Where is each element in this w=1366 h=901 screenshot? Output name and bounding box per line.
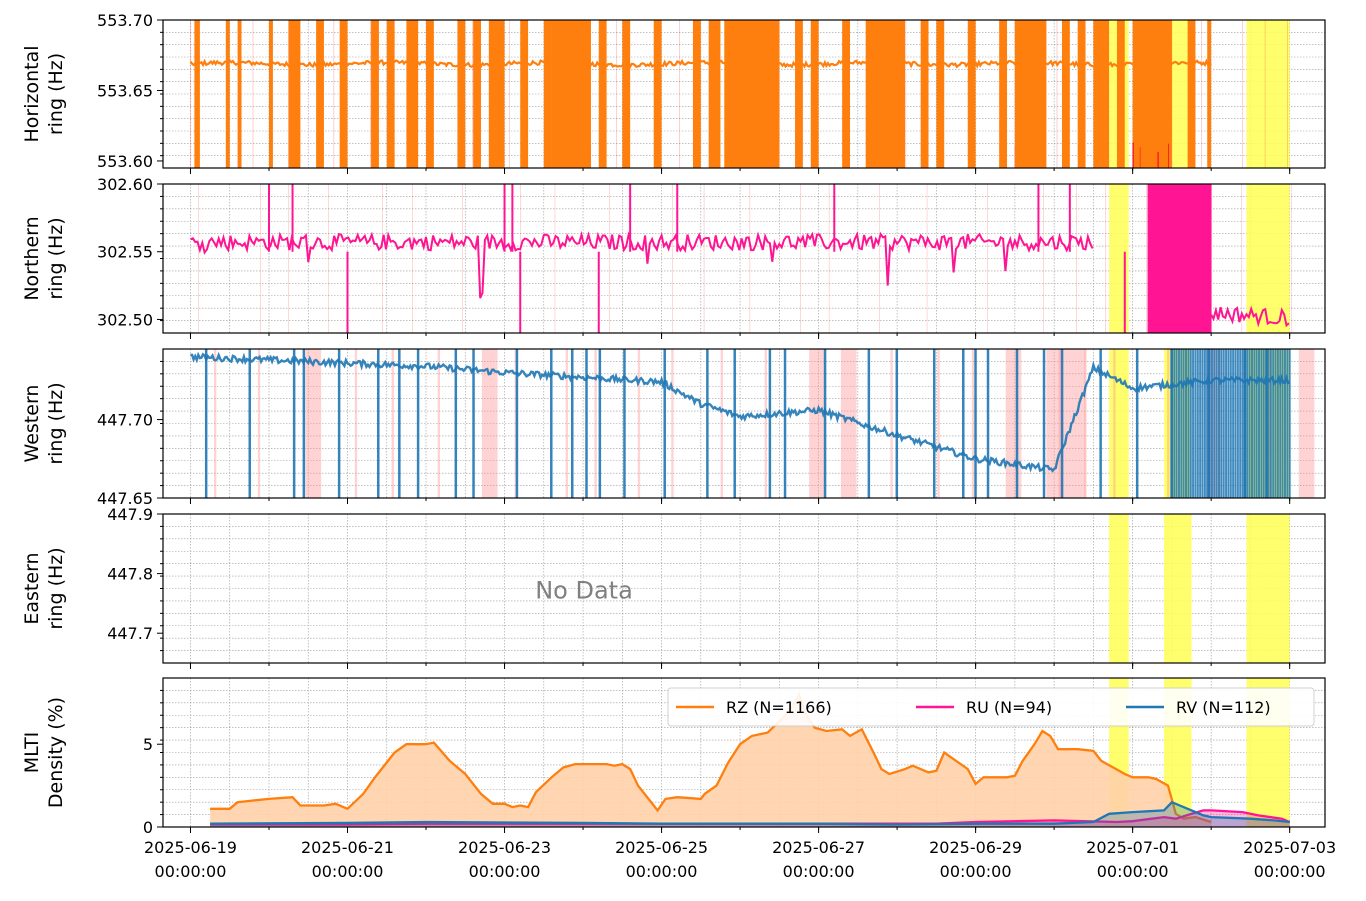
panel-mlti-density: RZ (N=1166) RU (N=94) RV (N=112) 5 0 MLTI Dens…	[21, 677, 1326, 837]
x-tick-label-time: 00:00:00	[312, 862, 384, 881]
highlight-span	[1246, 184, 1290, 333]
y-axis-label: MLTI	[21, 732, 43, 774]
y-tick-label: 447.65	[97, 489, 153, 508]
flag-band	[671, 349, 674, 498]
x-tick-label-date: 2025-06-27	[772, 838, 865, 857]
flag-band	[764, 349, 767, 498]
flag-band	[720, 349, 723, 498]
flag-band	[1167, 349, 1170, 498]
line-rz	[210, 691, 1212, 824]
x-tick-label-time: 00:00:00	[469, 862, 541, 881]
y-axis-label: Density (%)	[45, 697, 67, 808]
flag-band	[971, 349, 975, 498]
x-tick-label-time: 00:00:00	[1254, 862, 1326, 881]
y-axis-label: ring (Hz)	[45, 382, 67, 464]
area-rz	[210, 694, 1212, 827]
y-tick-label: 302.60	[97, 175, 153, 194]
legend-label-rv: RV (N=112)	[1176, 698, 1271, 717]
no-data-label: No Data	[535, 577, 633, 605]
x-tick-label-date: 2025-06-25	[615, 838, 708, 857]
line-rv	[210, 800, 1290, 826]
ru-trace	[190, 230, 1094, 299]
x-tick-label-time: 00:00:00	[155, 862, 227, 881]
x-tick-label-time: 00:00:00	[626, 862, 698, 881]
flag-band	[1058, 349, 1061, 498]
flag-band	[354, 349, 358, 498]
flag-band	[481, 349, 498, 498]
highlight-span	[1164, 514, 1192, 663]
plot-area	[163, 514, 1325, 663]
y-axis-label: Eastern	[21, 552, 43, 624]
flag-band	[437, 349, 440, 498]
highlight-span	[1246, 20, 1290, 168]
flag-band	[809, 349, 825, 498]
flag-band	[890, 349, 893, 498]
legend-frame	[667, 687, 1315, 727]
panel-northern-ring: 302.60 302.55 302.50 Northern ring (Hz)	[21, 175, 1326, 339]
y-axis-label: ring (Hz)	[45, 217, 67, 299]
highlight-span	[1109, 514, 1129, 663]
flag-band	[305, 349, 322, 498]
flag-band	[1005, 349, 1022, 498]
flag-band	[257, 349, 261, 498]
x-tick-label-time: 00:00:00	[783, 862, 855, 881]
plot-area	[163, 184, 1325, 333]
y-tick-label: 553.60	[97, 152, 153, 171]
highlight-span	[1246, 514, 1290, 663]
legend-label-ru: RU (N=94)	[966, 698, 1052, 717]
y-axis-label: ring (Hz)	[45, 53, 67, 135]
plot-area	[163, 349, 1325, 498]
flag-band	[594, 349, 597, 498]
flag-band	[1113, 349, 1116, 498]
flag-band	[1084, 349, 1087, 498]
panel-western-ring: 447.70 447.65 Western ring (Hz)	[21, 348, 1326, 508]
y-axis-label: Western	[21, 385, 43, 463]
y-tick-label: 553.65	[97, 81, 153, 100]
y-tick-label: 302.55	[97, 243, 153, 262]
flag-band	[565, 349, 568, 498]
y-tick-label: 5	[143, 735, 153, 754]
y-tick-label: 447.9	[107, 505, 153, 524]
y-axis-label: Northern	[21, 216, 43, 300]
y-tick-label: 447.70	[97, 411, 153, 430]
flag-band	[214, 349, 217, 498]
x-tick-label-date: 2025-06-29	[929, 838, 1022, 857]
panel-horizontal-ring: 553.70 553.65 553.60 Horizontal ring (Hz)	[21, 11, 1326, 174]
flag-band	[840, 349, 857, 498]
flag-band	[1298, 349, 1315, 498]
highlight-span	[1109, 349, 1129, 498]
x-tick-label-date: 2025-06-21	[301, 838, 394, 857]
plot-area	[163, 678, 1325, 827]
x-tick-label-date: 2025-06-19	[144, 838, 237, 857]
legend-label-rz: RZ (N=1166)	[726, 698, 832, 717]
legend: RZ (N=1166) RU (N=94) RV (N=112)	[667, 687, 1315, 727]
ru-tail	[1210, 305, 1290, 328]
flag-band	[1046, 349, 1086, 498]
x-tick-label-date: 2025-07-01	[1086, 838, 1179, 857]
y-axis-label: Horizontal	[21, 45, 43, 142]
rv-trace	[190, 351, 1290, 473]
flag-band	[391, 349, 394, 498]
panel-eastern-ring: No Data 447.9 447.8 447.7 Eastern ring (Hz)	[21, 505, 1326, 669]
x-tick-label-date: 2025-06-23	[458, 838, 551, 857]
x-tick-label-time: 00:00:00	[940, 862, 1012, 881]
y-tick-label: 302.50	[97, 310, 153, 329]
flag-band	[637, 349, 641, 498]
y-axis-label: ring (Hz)	[45, 547, 67, 629]
flag-band	[937, 349, 940, 498]
y-tick-label: 447.7	[107, 624, 153, 643]
x-tick-label-date: 2025-07-03	[1243, 838, 1336, 857]
x-tick-label-time: 00:00:00	[1097, 862, 1169, 881]
y-tick-label: 553.70	[97, 11, 153, 30]
y-tick-label: 447.8	[107, 565, 153, 584]
area-rv	[210, 802, 1290, 827]
rz-trace	[189, 58, 1212, 70]
plot-area	[163, 20, 1325, 168]
y-tick-label: 0	[143, 818, 153, 837]
